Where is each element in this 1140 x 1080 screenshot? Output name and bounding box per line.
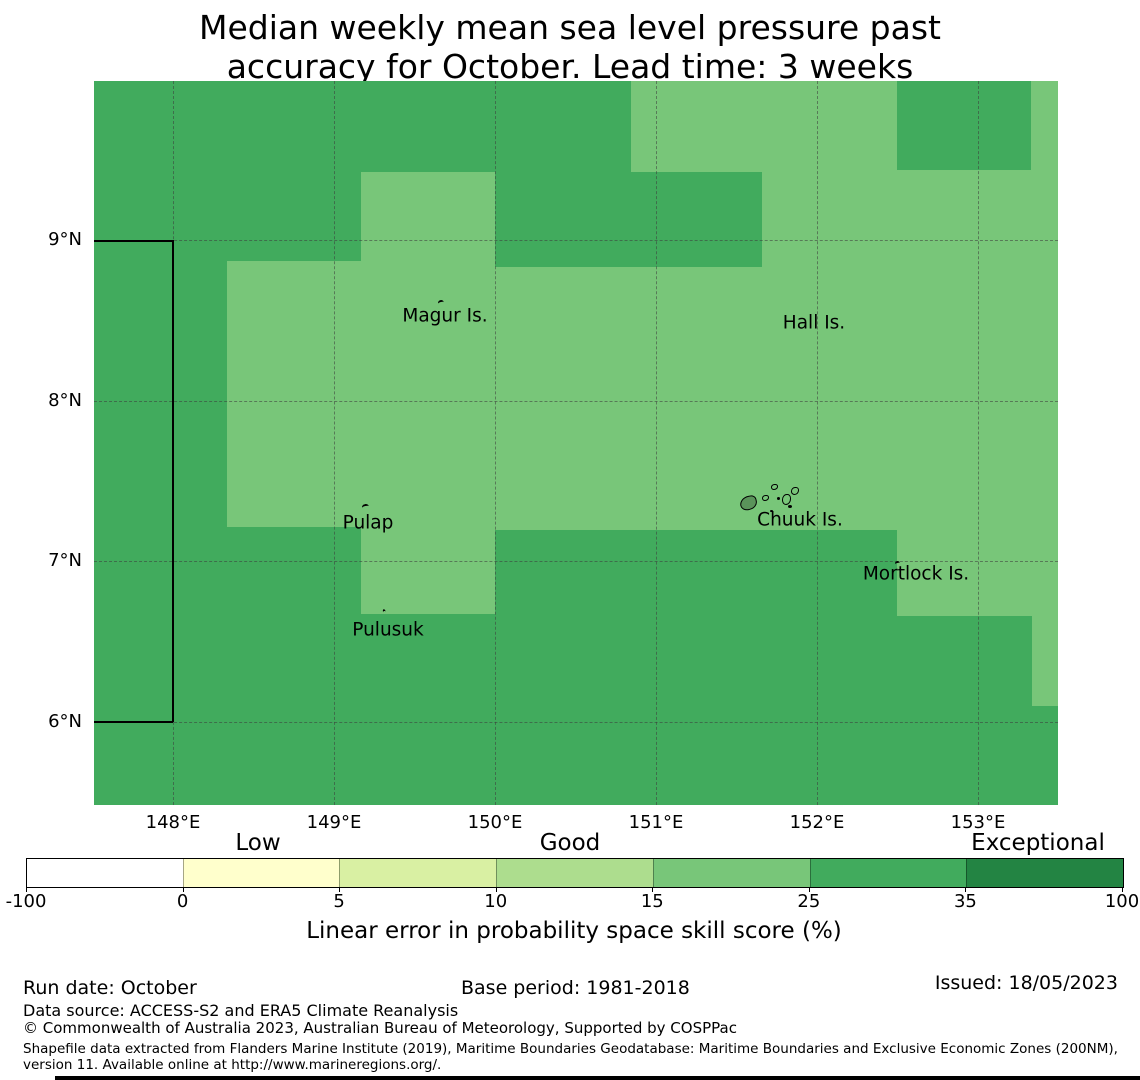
gridline-vertical <box>495 81 496 805</box>
gridline-vertical <box>817 81 818 805</box>
colorbar-tick-label: -100 <box>5 891 47 912</box>
map-region-dark <box>227 81 631 172</box>
map-region-dark <box>227 172 361 261</box>
island-shape <box>788 505 792 508</box>
gridline-vertical <box>656 81 657 805</box>
gridline-horizontal <box>94 722 1058 723</box>
colorbar-tick <box>652 887 654 892</box>
colorbar-tick <box>182 887 184 892</box>
chart-title-line2: accuracy for October. Lead time: 3 weeks <box>226 47 914 86</box>
map-region-dark <box>897 616 1032 805</box>
colorbar-tick-label: 25 <box>797 891 821 912</box>
map-region-dark <box>897 81 1031 170</box>
colorbar-segment <box>182 859 340 887</box>
colorbar-tick <box>1122 887 1123 892</box>
gridline-horizontal <box>94 401 1058 402</box>
colorbar <box>26 858 1124 888</box>
island-shape <box>762 495 769 501</box>
island-label: Pulusuk <box>352 619 424 641</box>
x-tick-label: 149°E <box>306 812 362 833</box>
map-region-dark <box>1032 706 1058 805</box>
island-shape <box>771 484 778 490</box>
island-shape <box>782 494 791 505</box>
colorbar-tick <box>495 887 497 892</box>
colorbar-category-label: Low <box>235 830 281 856</box>
x-tick-label: 148°E <box>145 812 201 833</box>
colorbar-tick-label: 35 <box>953 891 977 912</box>
gridline-vertical <box>978 81 979 805</box>
colorbar-category-label: Good <box>539 830 601 856</box>
colorbar-axis-label: Linear error in probability space skill … <box>306 918 842 944</box>
colorbar-tick <box>965 887 967 892</box>
issued-label: Issued: 18/05/2023 <box>934 972 1118 994</box>
shapefile-attribution: Shapefile data extracted from Flanders M… <box>23 1041 1118 1073</box>
colorbar-segment <box>652 859 810 887</box>
colorbar-tick-label: 100 <box>1104 891 1140 912</box>
gridline-horizontal <box>94 561 1058 562</box>
colorbar-tick <box>26 887 27 892</box>
colorbar-segment <box>27 859 183 887</box>
colorbar-tick-label: 10 <box>484 891 508 912</box>
island-label: Hall Is. <box>782 312 846 334</box>
gridline-horizontal <box>94 240 1058 241</box>
x-tick-label: 151°E <box>628 812 684 833</box>
island-label: Mortlock Is. <box>862 563 970 585</box>
x-tick-label: 152°E <box>789 812 845 833</box>
colorbar-category-label: Exceptional <box>971 830 1105 856</box>
y-tick-label: 6°N <box>48 711 82 732</box>
island-label: Pulap <box>342 512 394 534</box>
island-shape <box>777 497 780 500</box>
colorbar-segment <box>809 859 967 887</box>
y-tick-label: 7°N <box>48 550 82 571</box>
run-date-label: Run date: October <box>23 977 197 999</box>
map-region-dark <box>495 530 897 805</box>
chart-title: Median weekly mean sea level pressure pa… <box>0 8 1140 86</box>
x-tick-label: 150°E <box>467 812 523 833</box>
base-period-label: Base period: 1981-2018 <box>461 977 690 999</box>
map-region-dark <box>361 614 495 805</box>
y-tick-label: 8°N <box>48 390 82 411</box>
colorbar-tick-label: 15 <box>640 891 664 912</box>
gridline-vertical <box>334 81 335 805</box>
map-plot: Magur Is. Hall Is. Pulap Pulusuk Chuuk Is. Mo… <box>94 81 1058 805</box>
colorbar-segment <box>496 859 653 887</box>
eez-boundary-line <box>172 240 174 722</box>
data-source-label: Data source: ACCESS-S2 and ERA5 Climate … <box>23 1001 459 1020</box>
window-edge-bar <box>55 1076 1140 1080</box>
chart-title-line1: Median weekly mean sea level pressure pa… <box>199 8 941 47</box>
colorbar-tick-label: 5 <box>333 891 345 912</box>
eez-boundary-line <box>94 721 173 723</box>
copyright-label: © Commonwealth of Australia 2023, Austra… <box>23 1019 737 1037</box>
eez-boundary-line <box>94 240 173 242</box>
map-region-dark <box>94 81 227 805</box>
map-region-dark <box>495 172 762 267</box>
map-region-dark <box>227 527 361 805</box>
colorbar-tick <box>339 887 341 892</box>
island-label: Magur Is. <box>402 305 488 327</box>
y-tick-label: 9°N <box>48 229 82 250</box>
colorbar-tick-label: 0 <box>176 891 189 912</box>
island-shape <box>770 510 773 512</box>
colorbar-segment <box>339 859 497 887</box>
island-label: Chuuk Is. <box>757 509 843 531</box>
colorbar-tick <box>808 887 810 892</box>
colorbar-segment <box>966 859 1124 887</box>
x-tick-label: 153°E <box>950 812 1006 833</box>
island-shape <box>791 487 799 495</box>
